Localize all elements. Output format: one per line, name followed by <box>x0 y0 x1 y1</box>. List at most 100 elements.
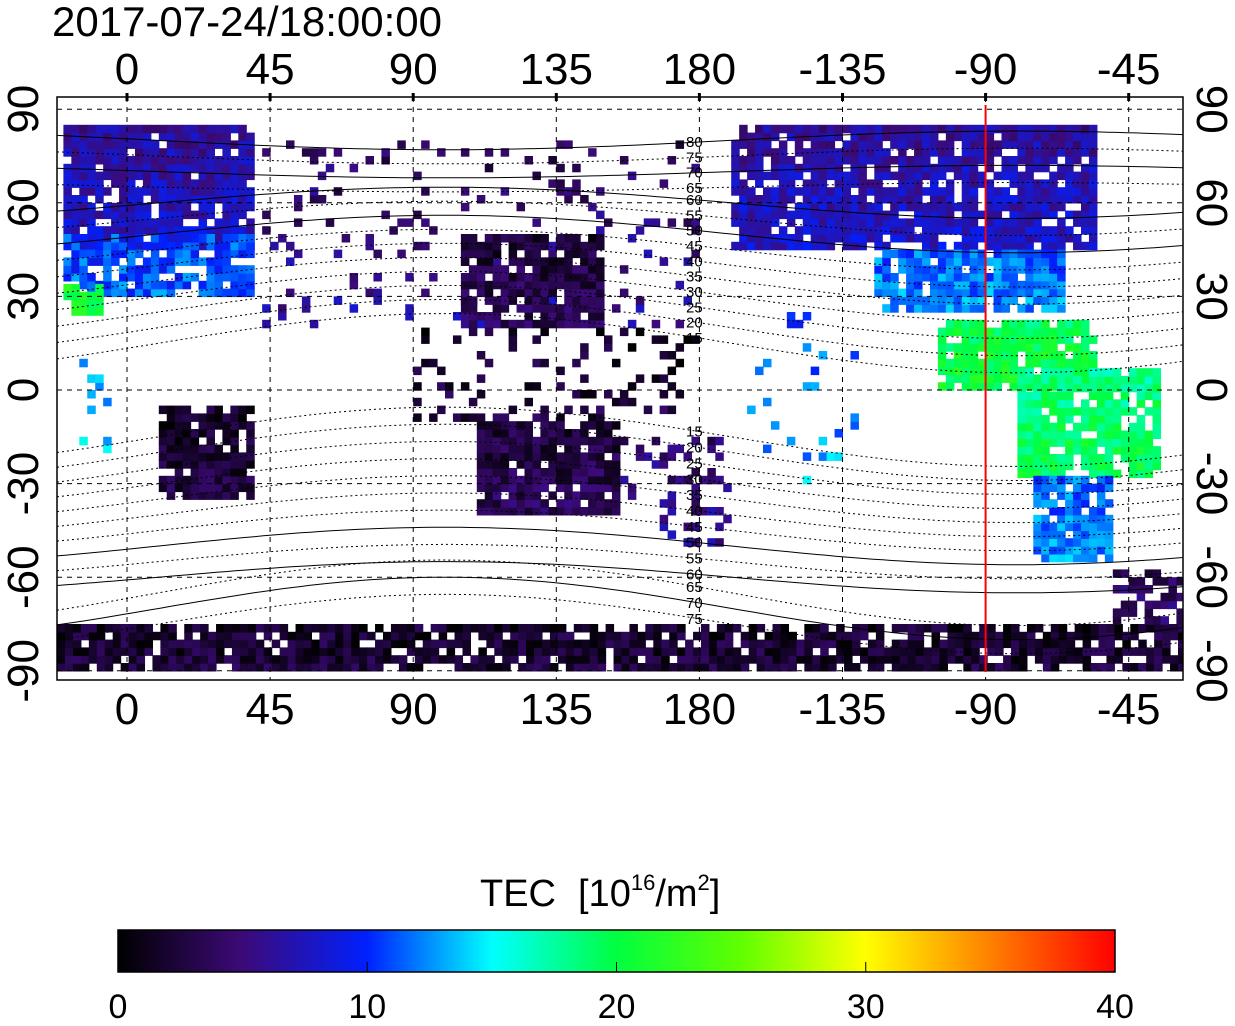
tec-cell <box>1088 241 1098 251</box>
tec-cell <box>993 327 1003 337</box>
tec-cell <box>293 249 303 259</box>
tec-cell <box>1049 422 1058 432</box>
tec-cell <box>230 475 239 485</box>
tec-cell <box>1049 546 1058 555</box>
tec-cell <box>198 421 208 430</box>
tec-cell <box>476 475 486 485</box>
tec-cell <box>1136 414 1146 424</box>
tec-cell <box>818 132 828 142</box>
tec-cell <box>192 639 201 649</box>
tec-cell <box>111 202 120 212</box>
tec-cell <box>1041 257 1050 266</box>
tec-cell <box>564 405 573 415</box>
tec-cell <box>540 273 549 282</box>
tec-cell <box>611 468 621 477</box>
tec-cell <box>778 241 788 251</box>
tec-cell <box>985 124 995 134</box>
tec-cell <box>683 522 692 532</box>
tec-cell <box>168 639 177 649</box>
tec-cell <box>1025 280 1034 290</box>
tec-cell <box>103 163 112 173</box>
tec-cell <box>1057 319 1066 329</box>
tec-cell <box>828 663 837 672</box>
tec-cell <box>953 265 963 274</box>
tec-cell <box>1049 461 1058 471</box>
tec-cell <box>1104 407 1114 416</box>
tec-cell <box>541 647 551 656</box>
tec-cell <box>1098 639 1107 649</box>
tec-cell <box>572 491 581 500</box>
tec-cell <box>1025 461 1034 471</box>
tec-cell <box>1177 631 1183 641</box>
tec-cell <box>1152 375 1162 385</box>
tec-cell <box>724 663 734 672</box>
tec-cell <box>367 655 376 664</box>
tec-cell <box>572 304 581 313</box>
tec-cell <box>993 249 1003 259</box>
tec-cell <box>1049 469 1058 479</box>
tec-cell <box>755 163 764 173</box>
tec-cell <box>500 436 510 446</box>
tec-cell <box>494 639 503 649</box>
tec-cell <box>780 663 789 672</box>
tec-cell <box>103 187 112 196</box>
tec-cell <box>1088 546 1098 555</box>
tec-cell <box>858 226 867 235</box>
tec-cell <box>715 507 724 516</box>
tec-cell <box>1057 453 1066 463</box>
tec-cell <box>484 475 494 485</box>
tec-cell <box>150 234 160 243</box>
tec-cell <box>343 647 352 656</box>
tec-cell <box>112 624 122 633</box>
tec-cell <box>826 202 836 212</box>
tec-cell <box>166 179 176 188</box>
tec-cell <box>182 187 192 196</box>
tec-cell <box>158 163 168 173</box>
tec-cell <box>142 265 152 274</box>
tec-cell <box>111 132 120 142</box>
tec-cell <box>1088 469 1098 479</box>
tec-cell <box>922 241 931 251</box>
tec-cell <box>492 468 502 477</box>
tec-cell <box>174 452 184 461</box>
tec-cell <box>190 452 200 461</box>
tec-cell <box>995 631 1004 641</box>
tec-cell <box>1017 438 1026 447</box>
tec-cell <box>557 639 567 649</box>
tec-cell <box>508 327 518 337</box>
tec-cell <box>79 241 88 251</box>
tec-cell <box>645 647 654 656</box>
tec-cell <box>993 296 1003 305</box>
contour-label: 70 <box>686 165 703 182</box>
tec-cell <box>1152 430 1162 440</box>
tec-cell <box>413 413 422 422</box>
tec-cell <box>834 179 844 188</box>
tec-cell <box>953 257 963 266</box>
tec-cell <box>57 631 66 641</box>
tec-cell <box>63 179 72 188</box>
tec-cell <box>166 405 176 415</box>
tec-cell <box>850 421 859 430</box>
tec-cell <box>222 124 231 134</box>
tec-cell <box>1025 156 1034 165</box>
tec-cell <box>747 195 756 204</box>
tec-cell <box>564 140 573 149</box>
tec-cell <box>635 444 645 454</box>
tec-cell <box>1073 195 1082 204</box>
tec-cell <box>1088 422 1098 432</box>
tec-cell <box>1049 296 1058 305</box>
tec-cell <box>977 273 987 282</box>
tec-cell <box>548 491 557 500</box>
tec-cell <box>818 124 828 134</box>
tec-cell <box>977 179 987 188</box>
tec-cell <box>890 171 899 181</box>
tec-cell <box>1001 327 1010 337</box>
tec-cell <box>238 405 247 415</box>
tec-cell <box>271 639 281 649</box>
tec-cell <box>190 491 200 500</box>
tec-cells <box>57 124 1183 672</box>
tec-cell <box>214 163 223 173</box>
tec-cell <box>319 663 328 672</box>
tec-cell <box>605 639 615 649</box>
tec-cell <box>1152 399 1162 408</box>
